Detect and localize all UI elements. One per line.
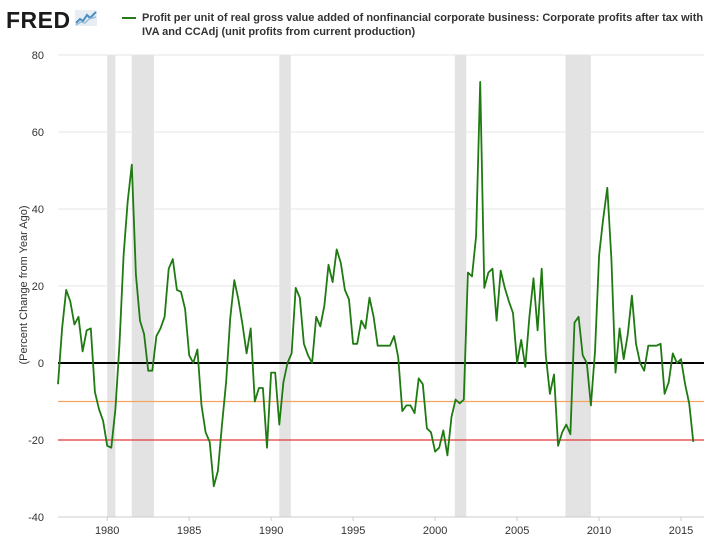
series-layer [57,81,695,488]
y-tick-label: 20 [32,281,44,293]
y-tick-label: 40 [32,204,44,216]
x-tick-label: 2010 [587,525,611,537]
x-tick-label: 1980 [95,525,119,537]
x-tick-label: 2005 [505,525,529,537]
y-axis-label: (Percent Change from Year Ago) [18,206,30,365]
reference-lines [58,362,704,441]
grid-lines [58,54,704,518]
legend-swatch [122,17,136,19]
y-tick-label: 80 [32,50,44,62]
x-tick-label: 1990 [259,525,283,537]
fred-logo-text: FRED [6,7,71,33]
y-tick-label: 60 [32,127,44,139]
x-tick-label: 1995 [341,525,365,537]
trend-line-icon [74,10,97,31]
series-line [57,81,695,488]
chart-legend: Profit per unit of real gross value adde… [122,11,720,39]
legend-label: Profit per unit of real gross value adde… [142,12,704,38]
y-tick-label: 0 [38,358,44,370]
x-tick-label: 2015 [669,525,693,537]
chart-header: FRED Profit per unit of real gross value… [0,0,720,48]
x-tick-label: 2000 [423,525,447,537]
y-tick-label: -20 [28,435,44,447]
fred-logo[interactable]: FRED [6,7,97,34]
x-tick-label: 1985 [177,525,201,537]
axes: -40 -20 0 20 40 60 80 1980 1985 1990 1995 2000 2005 2… [28,50,704,537]
y-tick-label: -40 [28,512,44,524]
